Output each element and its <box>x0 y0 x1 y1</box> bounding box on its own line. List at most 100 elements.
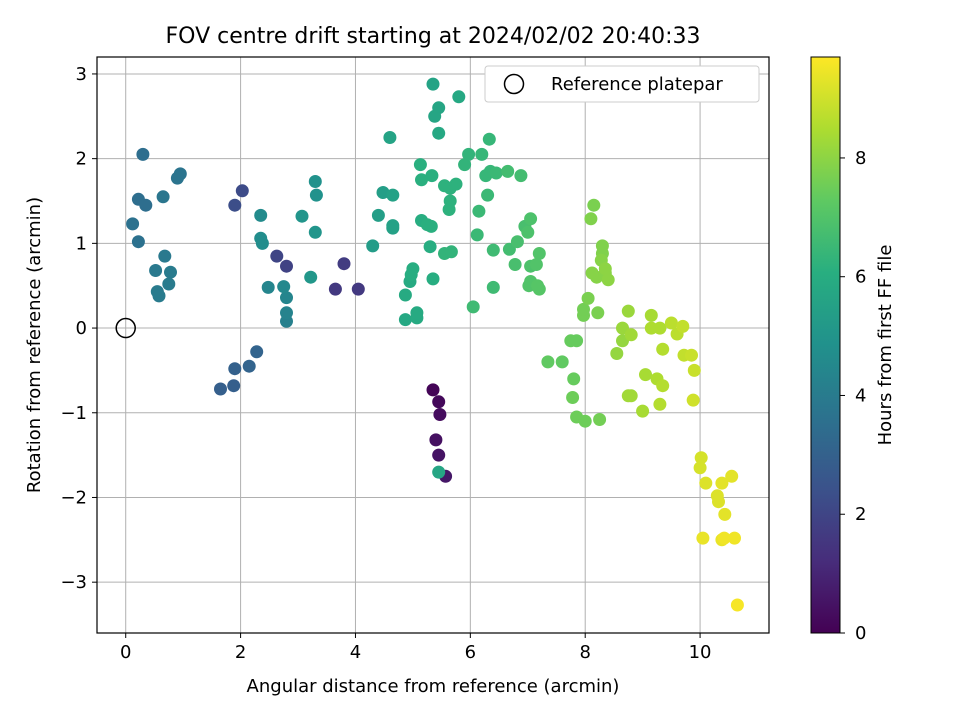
x-tick-label: 0 <box>120 642 131 663</box>
colorbar-tick-label: 2 <box>855 504 866 525</box>
colorbar-label: Hours from first FF file <box>875 245 896 446</box>
data-point <box>639 368 652 382</box>
legend-label-reference: Reference platepar <box>551 74 723 95</box>
data-point <box>514 169 528 183</box>
data-point <box>413 158 427 172</box>
x-tick-label: 2 <box>235 642 246 663</box>
data-point <box>308 225 322 239</box>
data-point <box>136 147 150 161</box>
data-point <box>255 236 269 250</box>
data-point <box>351 282 365 296</box>
data-point <box>644 308 658 322</box>
x-axis-label: Angular distance from reference (arcmin) <box>247 676 620 697</box>
data-point <box>501 164 515 178</box>
data-point <box>126 217 140 231</box>
data-point <box>508 258 522 271</box>
data-point <box>426 77 440 91</box>
data-point <box>687 363 701 377</box>
reference-platepar-point <box>115 317 136 339</box>
data-point <box>426 383 440 397</box>
data-point <box>482 132 496 146</box>
legend-marker-reference <box>503 73 525 95</box>
data-point <box>139 198 153 212</box>
x-tick-label: 8 <box>579 642 590 663</box>
data-point <box>228 362 242 376</box>
data-point <box>432 126 446 140</box>
data-point <box>295 209 309 223</box>
data-point <box>452 90 466 104</box>
data-point <box>694 451 708 465</box>
data-point <box>328 282 342 296</box>
data-point <box>433 408 447 421</box>
data-point <box>337 257 351 271</box>
x-tick-label: 10 <box>689 642 712 663</box>
data-point <box>693 461 707 475</box>
data-point <box>555 355 569 369</box>
legend-box <box>484 65 760 103</box>
data-point <box>449 177 463 191</box>
x-tick-label: 4 <box>350 642 361 663</box>
data-point <box>432 395 446 409</box>
y-axis-label: Rotation from reference (arcmin) <box>24 197 45 493</box>
data-point <box>532 282 546 296</box>
data-point <box>587 198 601 212</box>
data-point <box>425 169 439 183</box>
data-point <box>730 598 744 612</box>
data-point <box>624 389 638 403</box>
data-point <box>591 306 605 320</box>
data-point <box>712 495 725 509</box>
data-point <box>235 184 249 198</box>
data-point <box>529 258 543 271</box>
colorbar-gradient <box>810 56 841 634</box>
data-point <box>728 531 741 545</box>
data-point <box>162 277 176 291</box>
data-point <box>270 249 284 263</box>
data-point <box>676 319 690 333</box>
y-tick-label: −3 <box>60 572 87 593</box>
data-point <box>406 262 420 276</box>
data-points <box>126 77 744 612</box>
data-point <box>156 190 170 204</box>
colorbar-tick-label: 8 <box>855 148 866 169</box>
data-point <box>715 476 729 490</box>
data-point <box>524 212 538 226</box>
data-point <box>429 433 443 447</box>
colorbar: 0 2 4 6 8 Hours from first FF file <box>810 56 896 644</box>
x-tick-label: 6 <box>465 642 476 663</box>
data-point <box>158 249 172 263</box>
data-point <box>636 404 650 418</box>
y-tick-label: 1 <box>76 233 87 254</box>
reference-marker <box>115 317 136 339</box>
data-point <box>280 291 293 305</box>
data-point <box>566 391 580 404</box>
data-point <box>214 382 227 396</box>
data-point <box>510 235 524 249</box>
y-tick-label: −2 <box>60 487 87 508</box>
data-point <box>577 302 590 316</box>
data-point <box>442 203 456 216</box>
data-point <box>277 280 291 294</box>
colorbar-tick-label: 0 <box>855 623 866 644</box>
data-point <box>149 264 163 277</box>
data-point <box>656 342 670 356</box>
data-point <box>376 186 390 199</box>
data-point <box>601 273 615 287</box>
data-point <box>415 173 428 187</box>
data-point <box>521 225 535 239</box>
data-point <box>131 235 145 249</box>
data-point <box>386 188 400 202</box>
data-point <box>567 372 581 386</box>
data-point <box>398 313 412 327</box>
data-point <box>371 208 385 222</box>
data-point <box>725 469 739 483</box>
chart-title: FOV centre drift starting at 2024/02/02 … <box>166 24 701 49</box>
data-point <box>280 306 293 320</box>
data-point <box>462 147 476 161</box>
y-tick-label: −1 <box>60 403 87 424</box>
data-point <box>152 289 166 303</box>
data-point <box>444 245 458 259</box>
legend: Reference platepar <box>484 65 760 103</box>
data-point <box>624 328 638 342</box>
data-point <box>428 109 442 123</box>
data-point <box>584 212 598 226</box>
